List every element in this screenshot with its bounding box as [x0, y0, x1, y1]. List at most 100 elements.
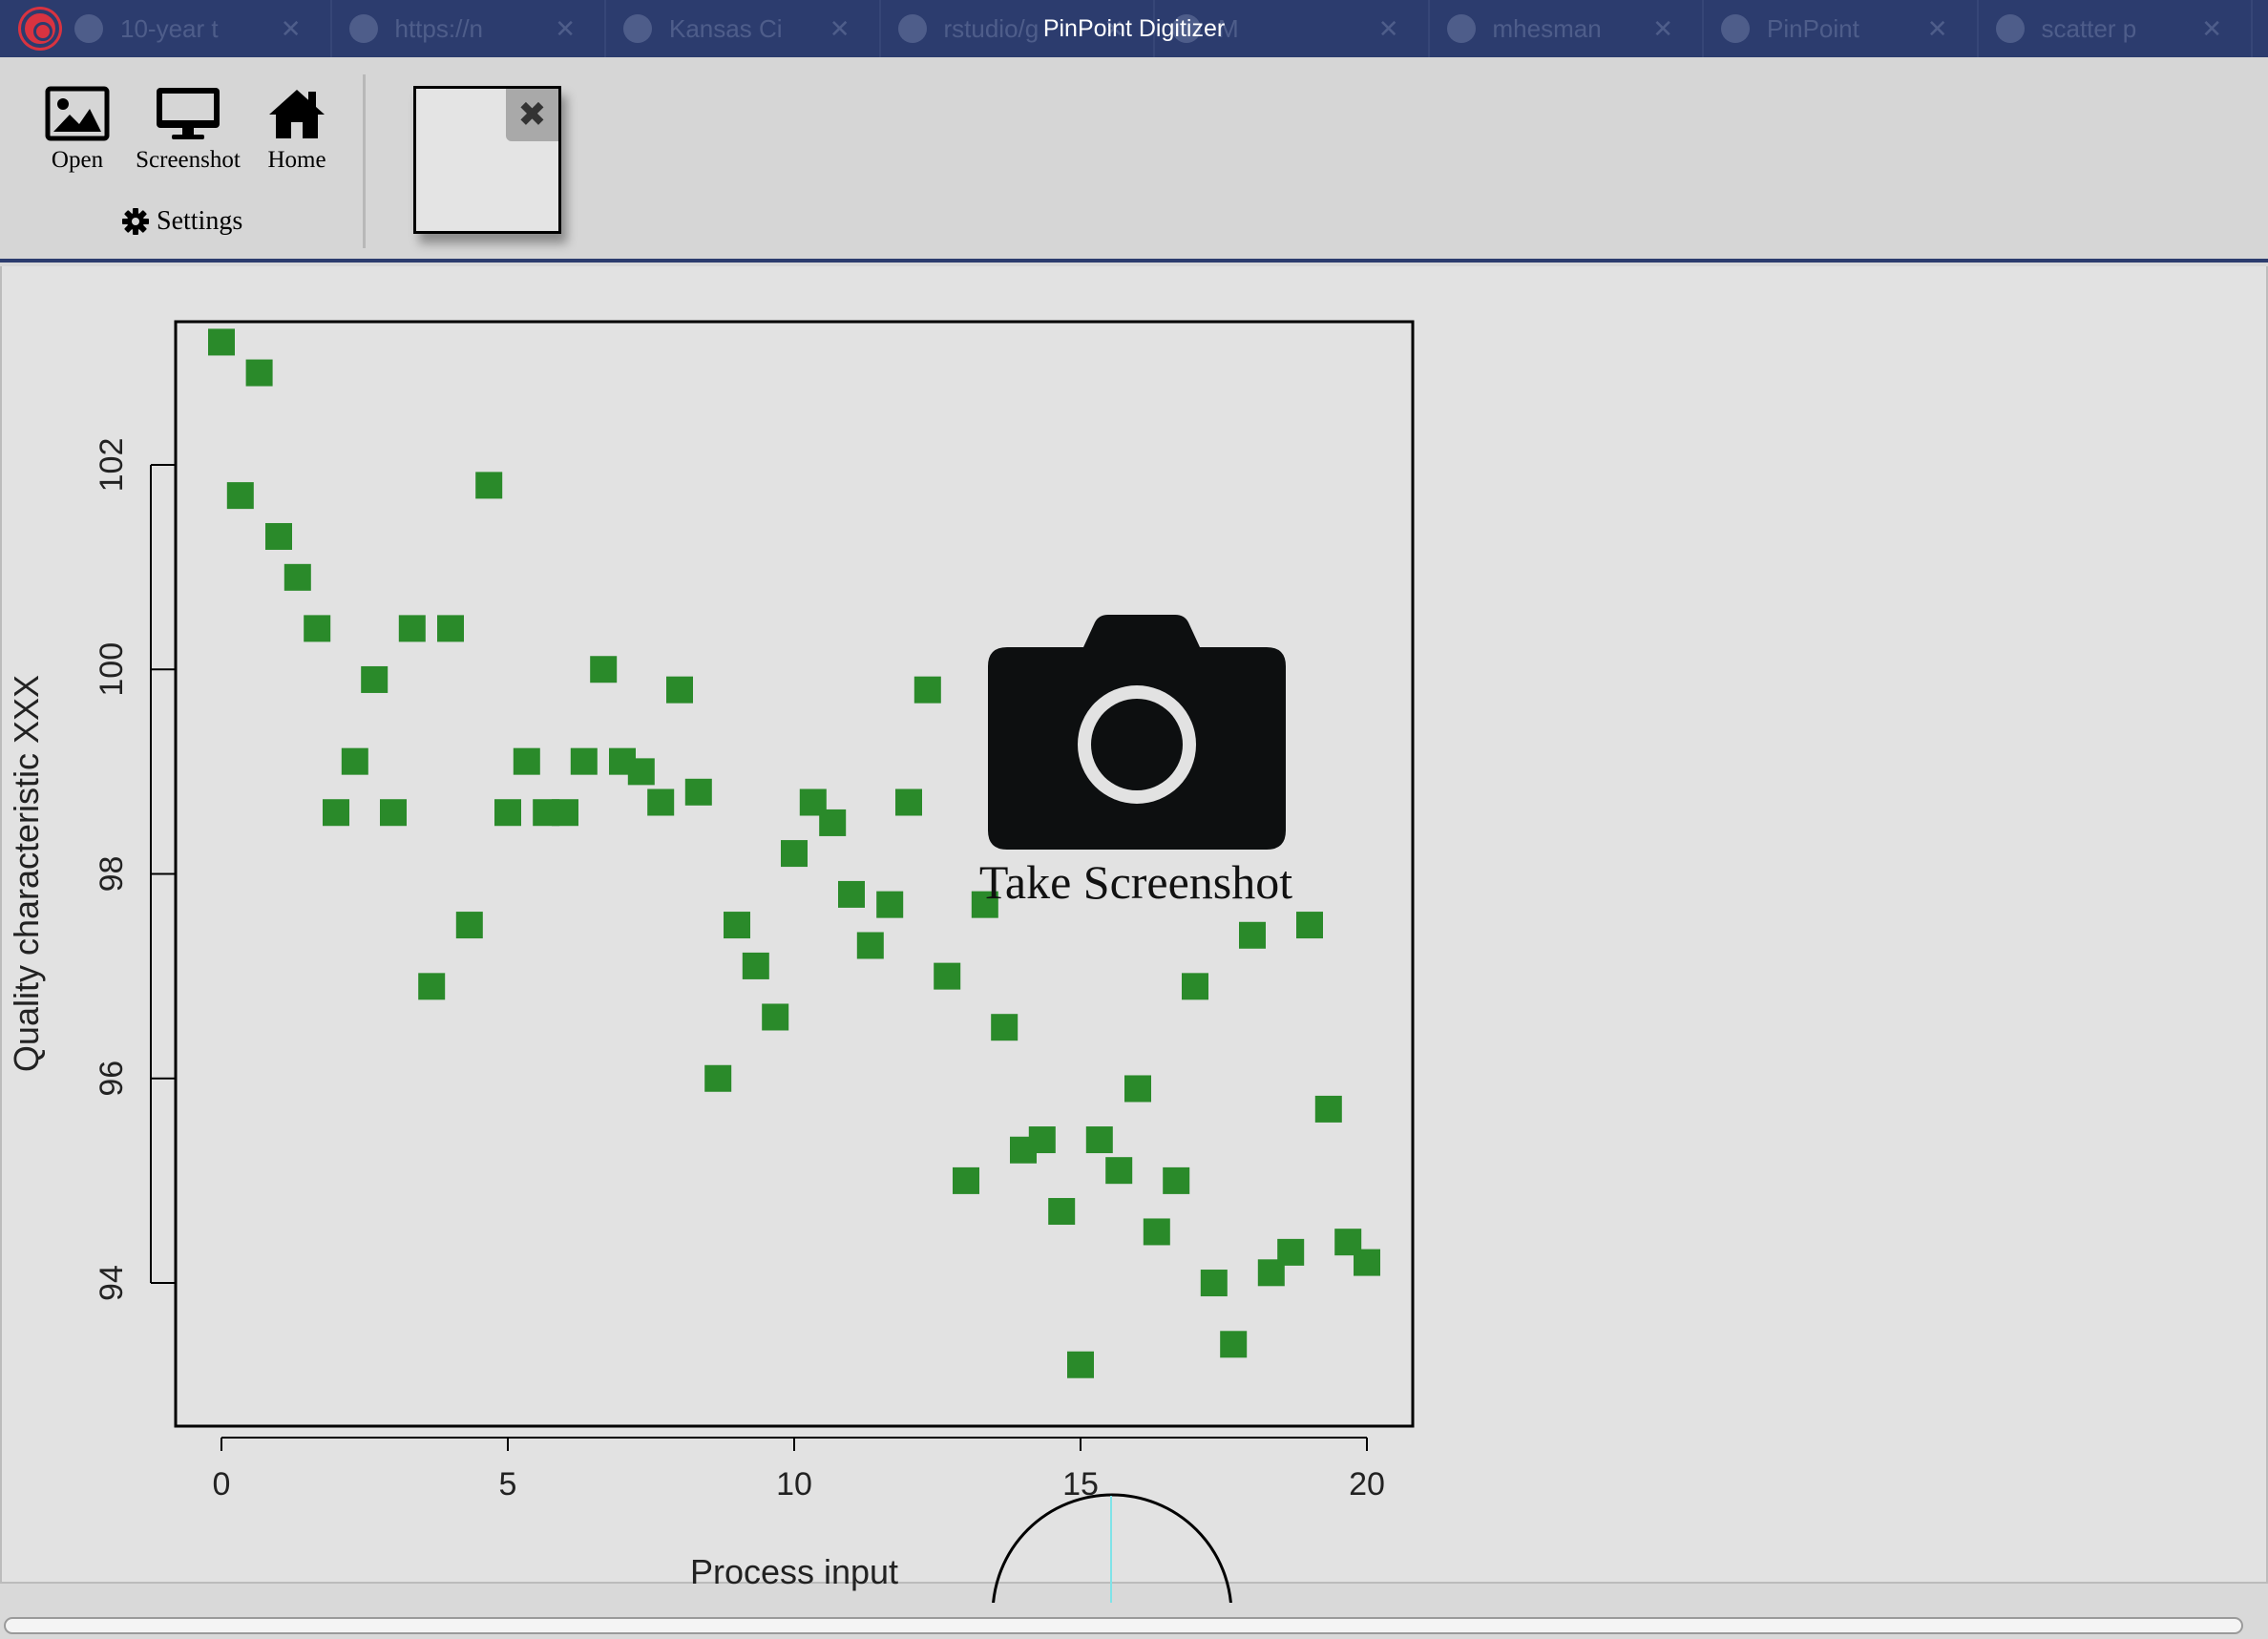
x-axis-label: Process input — [690, 1552, 898, 1591]
scrollbar-thumb[interactable] — [4, 1617, 2243, 1634]
home-button[interactable]: Home — [244, 86, 349, 174]
data-point — [1239, 921, 1266, 949]
background-tab[interactable]: rstudio/g ✕ — [881, 0, 1155, 57]
data-point — [895, 788, 922, 816]
screenshot-button[interactable]: Screenshot — [135, 86, 242, 174]
background-tab-label: M — [1218, 13, 1239, 43]
open-button[interactable]: Open — [25, 86, 130, 174]
home-icon — [269, 90, 325, 138]
tab-favicon-icon — [74, 14, 103, 43]
app-logo-icon — [21, 10, 59, 48]
tab-favicon-icon — [623, 14, 652, 43]
data-point — [1124, 1075, 1151, 1103]
data-point — [647, 788, 675, 816]
tab-close-icon[interactable]: ✕ — [2201, 13, 2222, 43]
data-point — [513, 747, 540, 775]
tab-close-icon[interactable]: ✕ — [1652, 13, 1673, 43]
data-point — [819, 809, 847, 836]
tab-close-icon[interactable]: ✕ — [1377, 13, 1399, 43]
horizontal-scrollbar[interactable] — [0, 1613, 2268, 1639]
data-point — [226, 482, 254, 510]
magnifier-cursor[interactable] — [992, 1493, 1232, 1603]
data-point — [323, 799, 349, 827]
data-point — [684, 778, 712, 806]
data-point — [494, 799, 521, 827]
image-thumbnail[interactable]: ✖ — [413, 86, 561, 234]
toolbar-divider — [363, 74, 366, 248]
tab-favicon-icon — [897, 14, 927, 43]
data-point — [838, 880, 865, 908]
camera-icon — [988, 615, 1286, 850]
data-point — [914, 676, 941, 704]
data-point — [570, 747, 598, 775]
y-tick-label: 94 — [94, 1265, 130, 1301]
data-point — [1048, 1198, 1076, 1226]
data-point — [341, 747, 368, 775]
data-point — [1220, 1331, 1248, 1358]
data-point — [418, 973, 446, 1000]
take-screenshot-button[interactable]: Take Screenshot — [978, 611, 1293, 926]
data-point — [627, 758, 655, 786]
background-tab-label: mhesman — [1492, 13, 1602, 43]
tab-favicon-icon — [1446, 14, 1476, 43]
tab-close-icon[interactable]: ✕ — [555, 13, 576, 43]
data-point — [398, 615, 426, 642]
data-point — [455, 912, 483, 939]
data-point — [742, 952, 769, 979]
background-tab-label: scatter p — [2041, 13, 2137, 43]
data-point — [762, 1003, 789, 1031]
image-icon — [45, 86, 110, 141]
data-point — [1296, 912, 1323, 939]
background-tab[interactable]: mhesman ✕ — [1430, 0, 1704, 57]
y-tick-label: 98 — [94, 856, 130, 893]
data-point — [1105, 1157, 1133, 1185]
background-tab-label: 10-year t — [120, 13, 219, 43]
x-axis: 0 5 10 15 20 — [213, 1437, 1385, 1502]
tab-close-icon[interactable]: ✕ — [829, 13, 850, 43]
screenshot-label: Screenshot — [136, 147, 241, 173]
background-tab-label: Kansas Ci — [669, 13, 783, 43]
close-icon[interactable]: ✖ — [506, 89, 558, 141]
data-point — [245, 359, 273, 387]
data-point — [1200, 1270, 1228, 1297]
background-tab[interactable]: M ✕ — [1155, 0, 1430, 57]
tab-favicon-icon — [1995, 14, 2025, 43]
background-tab-strip: 10-year t ✕ https://n ✕ Kansas Ci ✕ rstudio/g ✕… — [57, 0, 2253, 57]
x-tick-label: 5 — [499, 1466, 517, 1502]
digitizer-workspace[interactable] — [0, 266, 2268, 1584]
background-tab[interactable]: https://n ✕ — [332, 0, 606, 57]
settings-button[interactable]: Settings — [122, 206, 242, 237]
background-tab[interactable]: scatter p ✕ — [1979, 0, 2253, 57]
data-point — [876, 891, 904, 918]
background-tab[interactable]: PinPoint ✕ — [1704, 0, 1979, 57]
background-tab[interactable]: 10-year t ✕ — [57, 0, 332, 57]
data-point — [856, 932, 884, 959]
data-point — [1143, 1218, 1170, 1246]
tab-close-icon[interactable]: ✕ — [1926, 13, 1948, 43]
data-point — [934, 962, 961, 990]
background-tab[interactable]: Kansas Ci ✕ — [606, 0, 881, 57]
title-bar: 10-year t ✕ https://n ✕ Kansas Ci ✕ rstudio/g ✕… — [0, 0, 2268, 57]
tab-close-icon[interactable]: ✕ — [280, 13, 302, 43]
data-point — [208, 328, 235, 356]
y-tick-label: 102 — [94, 438, 130, 493]
data-points — [208, 328, 1380, 1378]
open-label: Open — [51, 147, 104, 173]
data-point — [590, 656, 618, 683]
background-tab-label: rstudio/g — [943, 13, 1040, 43]
data-point — [284, 563, 311, 591]
data-point — [724, 912, 750, 939]
home-label: Home — [267, 147, 326, 173]
tab-close-icon[interactable]: ✕ — [1103, 13, 1124, 43]
data-point — [953, 1166, 979, 1194]
data-point — [1028, 1126, 1056, 1154]
tab-favicon-icon — [1721, 14, 1750, 43]
data-point — [304, 615, 331, 642]
tab-favicon-icon — [348, 14, 378, 43]
y-tick-label: 96 — [94, 1061, 130, 1097]
settings-label: Settings — [157, 206, 243, 236]
data-point — [265, 522, 292, 550]
x-tick-label: 0 — [213, 1466, 231, 1502]
data-point — [437, 615, 464, 642]
y-tick-label: 100 — [94, 642, 130, 697]
